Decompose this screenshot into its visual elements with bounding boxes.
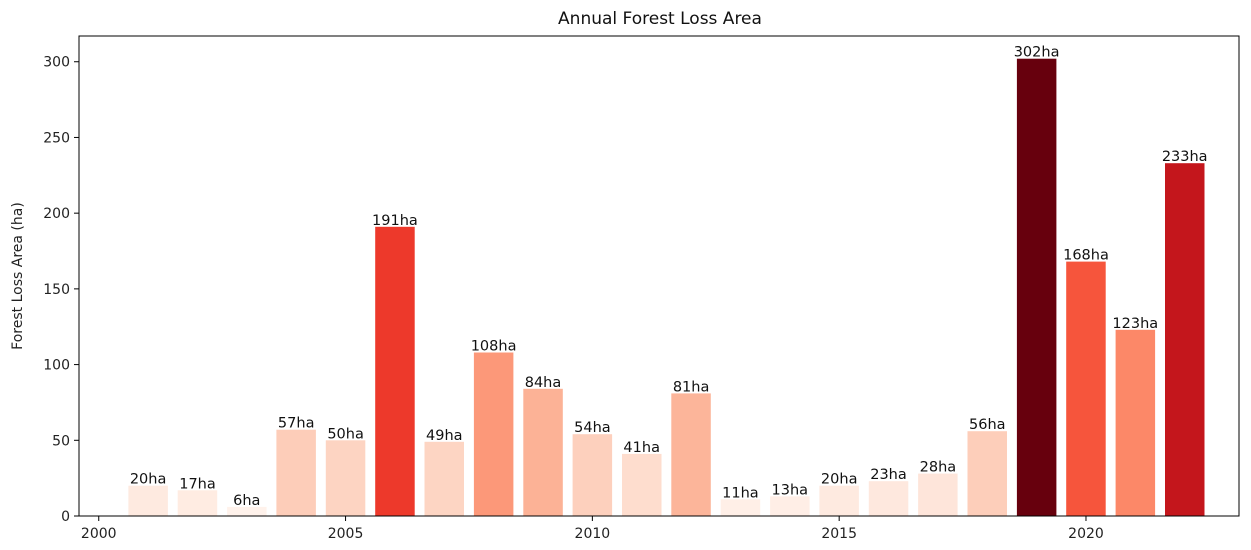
y-tick-label-100: 100 <box>43 358 70 374</box>
bar-2001 <box>128 485 168 516</box>
bar-2016 <box>868 481 909 516</box>
bar-label-2008: 108ha <box>471 339 517 355</box>
y-tick-label-50: 50 <box>52 433 70 449</box>
y-tick-label-150: 150 <box>43 282 70 298</box>
bar-2005 <box>325 440 366 516</box>
x-tick-label-2015: 2015 <box>821 526 857 542</box>
bar-label-2011: 41ha <box>623 440 660 456</box>
x-tick-label-2000: 2000 <box>81 526 117 542</box>
bar-2010 <box>572 434 613 516</box>
x-axis-ticks: 2000 2005 2010 2015 2020 <box>81 516 1104 542</box>
bar-label-2021: 123ha <box>1112 316 1158 332</box>
bar-label-2007: 49ha <box>426 428 463 444</box>
bar-2021 <box>1115 329 1156 516</box>
bar-2020 <box>1066 261 1106 516</box>
bar-2017 <box>918 473 958 516</box>
bar-label-2014: 13ha <box>772 482 809 498</box>
bar-label-2012: 81ha <box>673 379 710 395</box>
bar-label-2001: 20ha <box>130 472 167 488</box>
bar-label-2013: 11ha <box>722 485 759 501</box>
bar-2022 <box>1165 163 1205 516</box>
bar-2013 <box>720 499 761 516</box>
bar-2008 <box>473 352 514 516</box>
bar-label-2022: 233ha <box>1162 149 1208 165</box>
x-tick-label-2010: 2010 <box>575 526 611 542</box>
y-tick-label-200: 200 <box>43 206 70 222</box>
bar-labels-group: 20ha 17ha 6ha 57ha 50ha 191ha 49ha 108ha 84ha 54h… <box>130 45 1208 509</box>
bar-2006 <box>375 226 415 517</box>
bar-label-2002: 17ha <box>179 476 216 492</box>
bar-label-2006: 191ha <box>372 213 418 229</box>
bar-label-2015: 20ha <box>821 472 858 488</box>
y-axis-label: Forest Loss Area (ha) <box>10 202 26 350</box>
bar-label-2010: 54ha <box>574 420 611 436</box>
y-tick-label-0: 0 <box>61 509 70 525</box>
x-tick-label-2005: 2005 <box>328 526 364 542</box>
bar-2004 <box>276 429 316 516</box>
bar-2018 <box>967 431 1007 516</box>
bar-label-2017: 28ha <box>920 460 957 476</box>
bar-label-2009: 84ha <box>525 375 562 391</box>
bar-label-2003: 6ha <box>233 493 260 509</box>
bar-label-2019: 302ha <box>1014 45 1060 61</box>
bars-group <box>128 58 1205 517</box>
y-tick-label-300: 300 <box>43 55 70 71</box>
bar-label-2018: 56ha <box>969 417 1006 433</box>
y-tick-label-250: 250 <box>43 130 70 146</box>
bar-2011 <box>622 453 662 516</box>
bar-2014 <box>770 496 810 516</box>
bar-label-2004: 57ha <box>278 416 315 432</box>
bar-2009 <box>523 388 563 516</box>
y-axis-ticks: 0 50 100 150 200 250 300 <box>43 55 79 525</box>
plot-frame <box>78 35 1240 517</box>
bar-label-2005: 50ha <box>327 426 364 442</box>
bar-2012 <box>671 393 711 516</box>
bar-label-2016: 23ha <box>870 467 907 483</box>
bar-2019 <box>1016 58 1057 516</box>
bar-2015 <box>819 485 859 516</box>
chart-title: Annual Forest Loss Area <box>558 9 762 29</box>
bar-2003 <box>227 506 267 516</box>
x-tick-label-2020: 2020 <box>1068 526 1104 542</box>
bar-label-2020: 168ha <box>1063 248 1109 264</box>
bar-2007 <box>424 441 464 516</box>
bar-2002 <box>177 490 218 516</box>
